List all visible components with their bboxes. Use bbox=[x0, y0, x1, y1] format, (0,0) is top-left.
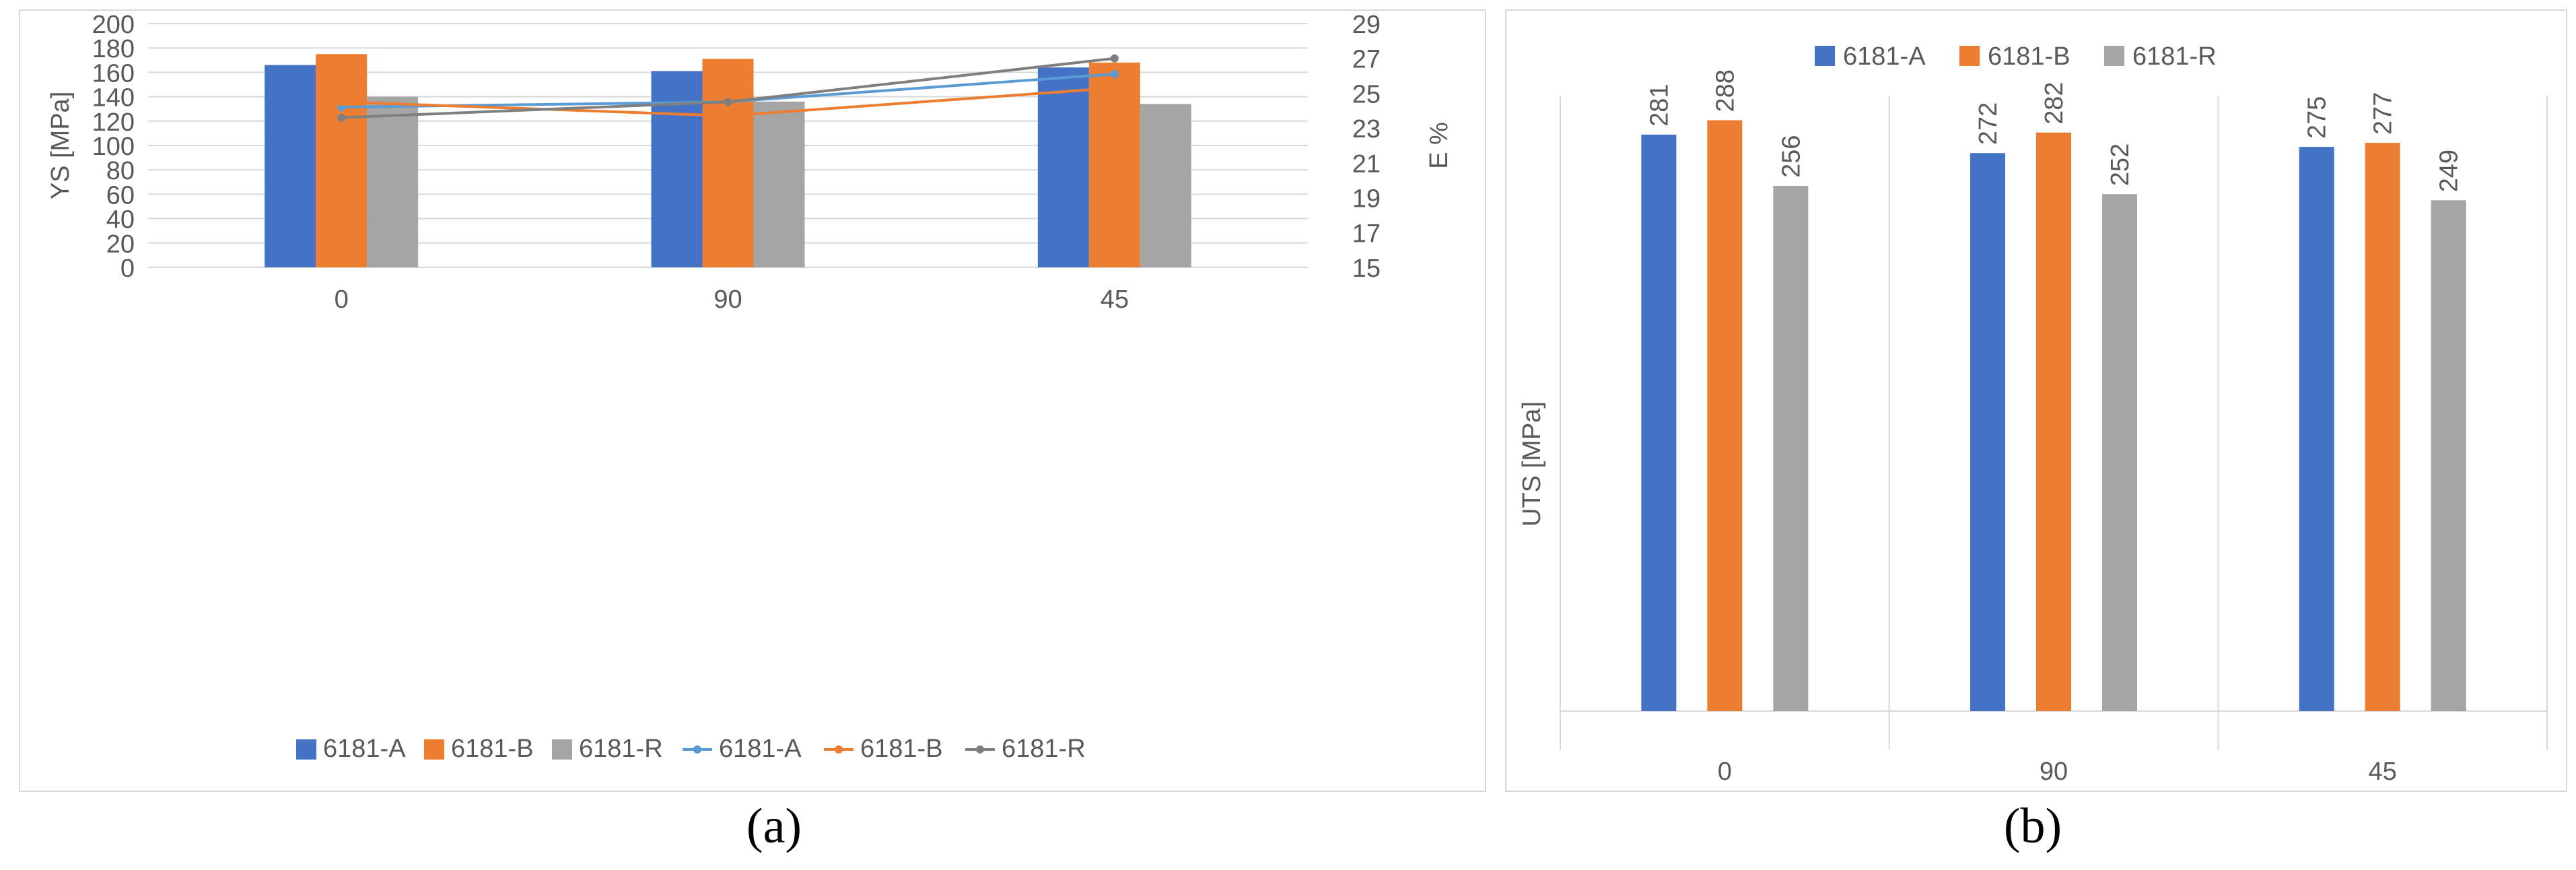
y2-tick-label-a: 17 bbox=[1352, 220, 1381, 248]
y-axis-title-a: YS [MPa] bbox=[46, 92, 75, 200]
x-tick-label-b: 90 bbox=[2040, 758, 2068, 786]
bar-b-6181-R bbox=[2431, 200, 2466, 711]
legend-label-a: 6181-A bbox=[719, 735, 802, 763]
y-tick-label-a: 120 bbox=[92, 108, 135, 137]
data-label-b: 272 bbox=[1974, 102, 2003, 145]
bar-a-6181-A bbox=[1037, 67, 1089, 267]
bar-a-6181-R bbox=[753, 101, 805, 267]
bar-b-6181-B bbox=[1707, 120, 1743, 711]
data-label-b: 256 bbox=[1777, 135, 1805, 178]
point-a-6181-B bbox=[337, 98, 346, 106]
x-tick-label-a: 90 bbox=[713, 286, 742, 314]
bar-a-6181-A bbox=[265, 65, 316, 267]
legend-marker-a bbox=[693, 745, 701, 754]
y-tick-label-a: 200 bbox=[92, 11, 135, 39]
bar-a-6181-B bbox=[1088, 62, 1140, 268]
legend-label-a: 6181-R bbox=[1002, 735, 1086, 763]
panel-label-b: (b) bbox=[2003, 799, 2062, 854]
y-tick-label-a: 60 bbox=[106, 181, 135, 209]
data-label-b: 277 bbox=[2369, 92, 2398, 135]
bar-b-6181-A bbox=[1970, 153, 2005, 712]
bar-a-6181-B bbox=[702, 59, 754, 268]
bar-b-6181-B bbox=[2036, 132, 2071, 712]
point-a-6181-R bbox=[724, 98, 732, 106]
legend-swatch-b bbox=[2104, 46, 2124, 66]
point-a-6181-R bbox=[1110, 54, 1119, 63]
point-a-6181-B bbox=[724, 112, 732, 121]
data-label-b: 288 bbox=[1711, 69, 1739, 112]
legend-label-a: 6181-R bbox=[579, 735, 663, 763]
legend-label-a: 6181-B bbox=[451, 735, 534, 763]
y-tick-label-a: 80 bbox=[106, 157, 135, 185]
legend-marker-a bbox=[976, 745, 984, 754]
y2-tick-label-a: 27 bbox=[1352, 46, 1381, 74]
bar-a-6181-R bbox=[1140, 104, 1191, 267]
y2-tick-label-a: 29 bbox=[1352, 11, 1381, 39]
bar-b-6181-R bbox=[1773, 186, 1809, 711]
point-a-6181-B bbox=[1110, 83, 1119, 92]
y2-axis-title-a: E % bbox=[1425, 122, 1453, 169]
bar-b-6181-R bbox=[2102, 194, 2137, 711]
bar-b-6181-A bbox=[1641, 134, 1677, 712]
data-label-b: 281 bbox=[1645, 83, 1673, 126]
point-a-6181-A bbox=[1110, 69, 1119, 78]
legend-swatch-a bbox=[296, 739, 316, 760]
bar-a-6181-B bbox=[316, 54, 368, 267]
legend-label-b: 6181-A bbox=[1843, 42, 1926, 71]
x-tick-label-a: 0 bbox=[335, 286, 349, 314]
y-tick-label-a: 100 bbox=[92, 133, 135, 161]
y2-tick-label-a: 25 bbox=[1352, 80, 1381, 108]
y-tick-label-a: 40 bbox=[106, 206, 135, 234]
legend-swatch-b bbox=[1959, 46, 1980, 66]
bar-a-6181-R bbox=[367, 96, 419, 267]
legend-swatch-b bbox=[1815, 46, 1835, 66]
y-tick-label-a: 0 bbox=[120, 255, 135, 283]
legend-label-b: 6181-B bbox=[1988, 42, 2070, 71]
legend-label-a: 6181-A bbox=[323, 735, 406, 763]
y-tick-label-a: 20 bbox=[106, 230, 135, 259]
panel-b: UTS [MPa] 281 272 275 288 282 277 256 252 249 0 90 4… bbox=[1505, 9, 2567, 792]
chart-a: 0204060801001201401601802001517192123252… bbox=[46, 11, 1453, 763]
chart-b: UTS [MPa] 281 272 275 288 282 277 256 252 249 0 90 4… bbox=[1518, 42, 2548, 786]
point-a-6181-R bbox=[337, 113, 346, 122]
data-label-b: 282 bbox=[2040, 81, 2068, 124]
y2-tick-label-a: 15 bbox=[1352, 255, 1381, 283]
legend-marker-a bbox=[835, 745, 843, 754]
bar-a-6181-A bbox=[651, 71, 703, 267]
y-axis-title-b: UTS [MPa] bbox=[1518, 401, 1546, 527]
data-label-b: 275 bbox=[2303, 96, 2332, 139]
panel-a: 0 20 40 60 80 100 120 140 160 180 200 15 17 19 21 23 25 2… bbox=[19, 9, 1486, 792]
y-tick-label-a: 180 bbox=[92, 35, 135, 63]
y2-tick-label-a: 19 bbox=[1352, 185, 1381, 213]
y-tick-label-a: 160 bbox=[92, 59, 135, 88]
legend-label-b: 6181-R bbox=[2132, 42, 2217, 71]
panel-label-a: (a) bbox=[746, 799, 802, 854]
data-label-b: 249 bbox=[2435, 149, 2464, 192]
y2-tick-label-a: 21 bbox=[1352, 150, 1381, 178]
y-tick-label-a: 140 bbox=[92, 84, 135, 112]
legend-label-a: 6181-B bbox=[860, 735, 943, 763]
bar-b-6181-B bbox=[2365, 143, 2400, 711]
x-tick-label-b: 45 bbox=[2369, 758, 2397, 786]
legend-swatch-a bbox=[424, 739, 444, 760]
bar-b-6181-A bbox=[2299, 147, 2334, 711]
data-label-b: 252 bbox=[2106, 143, 2134, 186]
x-tick-label-a: 45 bbox=[1101, 286, 1129, 314]
legend-swatch-a bbox=[552, 739, 572, 760]
x-tick-label-b: 0 bbox=[1718, 758, 1732, 786]
y2-tick-label-a: 23 bbox=[1352, 115, 1381, 143]
